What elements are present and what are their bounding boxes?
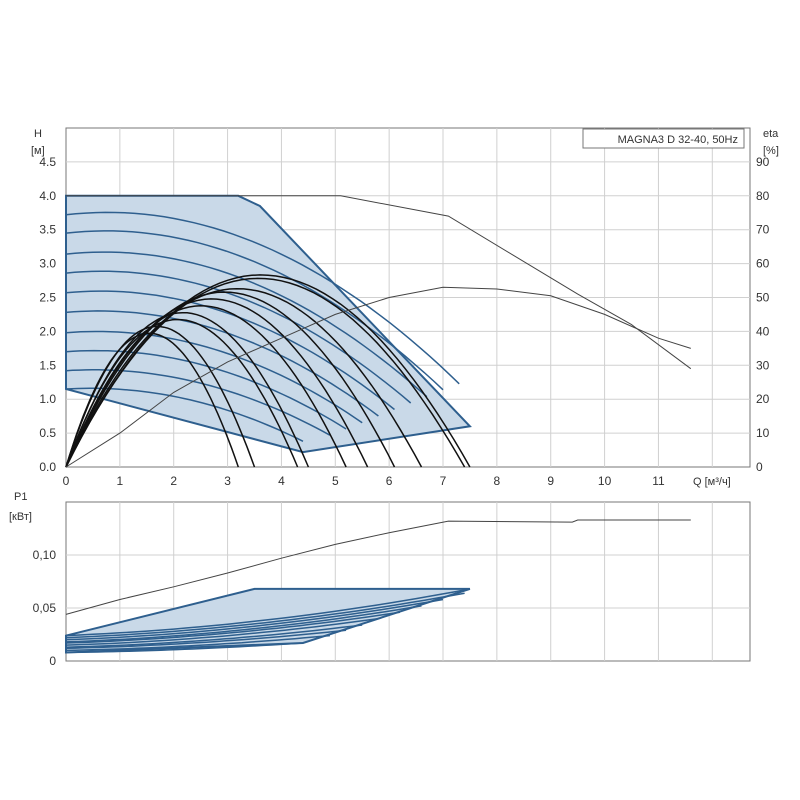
- y2-tick-label: 70: [756, 223, 770, 237]
- x-tick-label: 8: [494, 474, 501, 488]
- bottom-tick-labels: 0 0,05 0,10: [33, 548, 57, 668]
- x-tick-label: 2: [170, 474, 177, 488]
- max-power-curve: [65, 519, 691, 615]
- power-curve-3: [65, 598, 444, 641]
- max-efficiency-curve: [65, 286, 691, 468]
- p1-tick-label: 0: [49, 654, 56, 668]
- y-tick-label: 1.5: [39, 358, 56, 372]
- y-tick-label: 0.5: [39, 426, 56, 440]
- x-tick-label: 0: [63, 474, 70, 488]
- y-tick-label: 2.0: [39, 324, 56, 338]
- y2-tick-label: 90: [756, 155, 770, 169]
- p1-tick-label: 0,10: [33, 548, 57, 562]
- y2-tick-label: 60: [756, 257, 770, 271]
- efficiency-curve-8: [65, 318, 299, 468]
- power-curve-10: [65, 642, 304, 654]
- chart-title-frame: [582, 128, 745, 149]
- power-curve-5: [65, 611, 401, 644]
- chart-title-box: MAGNA3 D 32-40, 50Hz: [582, 128, 745, 149]
- hq-curve-5: [65, 290, 395, 411]
- power-curve-7: [65, 624, 363, 648]
- y-tick-label: 4.0: [39, 189, 56, 203]
- hq-curve-4: [65, 270, 412, 404]
- y-tick-label: 0.0: [39, 460, 56, 474]
- y-axis-unit-p1: [кВт]: [9, 511, 32, 523]
- power-curve-6: [65, 617, 379, 646]
- power-curve-1: [65, 588, 471, 637]
- y2-tick-label: 50: [756, 291, 770, 305]
- x-tick-label: 9: [547, 474, 554, 488]
- hq-curve-6: [65, 310, 379, 417]
- efficiency-curve-3: [65, 287, 423, 468]
- x-tick-label: 10: [598, 474, 612, 488]
- x-axis-label-q: Q [м³/ч]: [693, 476, 731, 488]
- hq-curve-1: [65, 211, 460, 385]
- x-tick-label: 11: [652, 474, 665, 488]
- y-tick-label: 2.5: [39, 291, 56, 305]
- efficiency-curve-10: [65, 332, 240, 468]
- chart-title: MAGNA3 D 32-40, 50Hz: [618, 134, 738, 146]
- x-tick-label: 5: [332, 474, 339, 488]
- y-axis-label-h: H: [34, 128, 42, 140]
- hq-curve-3: [65, 251, 428, 398]
- x-tick-label: 4: [278, 474, 285, 488]
- y2-tick-label: 80: [756, 189, 770, 203]
- bottom-curves: [65, 519, 691, 654]
- y-axis-unit-h: [м]: [31, 145, 45, 157]
- efficiency-curve-6: [65, 305, 347, 468]
- x-tick-label: 7: [440, 474, 447, 488]
- hq-curve-8: [65, 349, 347, 430]
- y2-tick-label: 30: [756, 358, 770, 372]
- y2-axis-unit-eta: [%]: [763, 145, 779, 157]
- y2-tick-label: 0: [756, 460, 763, 474]
- hq-curve-2: [65, 230, 444, 391]
- y-axis-label-p1: P1: [14, 491, 27, 503]
- y2-tick-label: 10: [756, 426, 770, 440]
- x-tick-label: 1: [117, 474, 124, 488]
- hq-curve-7: [65, 330, 363, 424]
- x-tick-label: 3: [224, 474, 231, 488]
- y2-axis-label-eta: eta: [763, 128, 779, 140]
- power-curve-4: [65, 605, 422, 643]
- y-tick-label: 4.5: [39, 155, 56, 169]
- efficiency-curve-2: [65, 277, 466, 468]
- power-curve-8: [65, 629, 347, 650]
- y2-tick-label: 40: [756, 324, 770, 338]
- y-tick-label: 3.5: [39, 223, 56, 237]
- max-head-curve: [66, 195, 692, 370]
- top-curves: [65, 195, 692, 468]
- x-tick-label: 6: [386, 474, 393, 488]
- y2-tick-label: 20: [756, 392, 770, 406]
- y-tick-label: 3.0: [39, 257, 56, 271]
- y-tick-label: 1.0: [39, 392, 56, 406]
- power-curve-9: [65, 634, 330, 652]
- p1-tick-label: 0,05: [33, 601, 57, 615]
- top-tick-labels: 0 1 2 3 4 5 6 7 8 9 10 11 0.0 0.5 1.0 1.5 2.0 2.5 3.0 3.5 4.…: [39, 155, 769, 488]
- efficiency-curve-4: [65, 291, 396, 468]
- power-curve-2: [65, 592, 465, 639]
- efficiency-curve-5: [65, 298, 369, 468]
